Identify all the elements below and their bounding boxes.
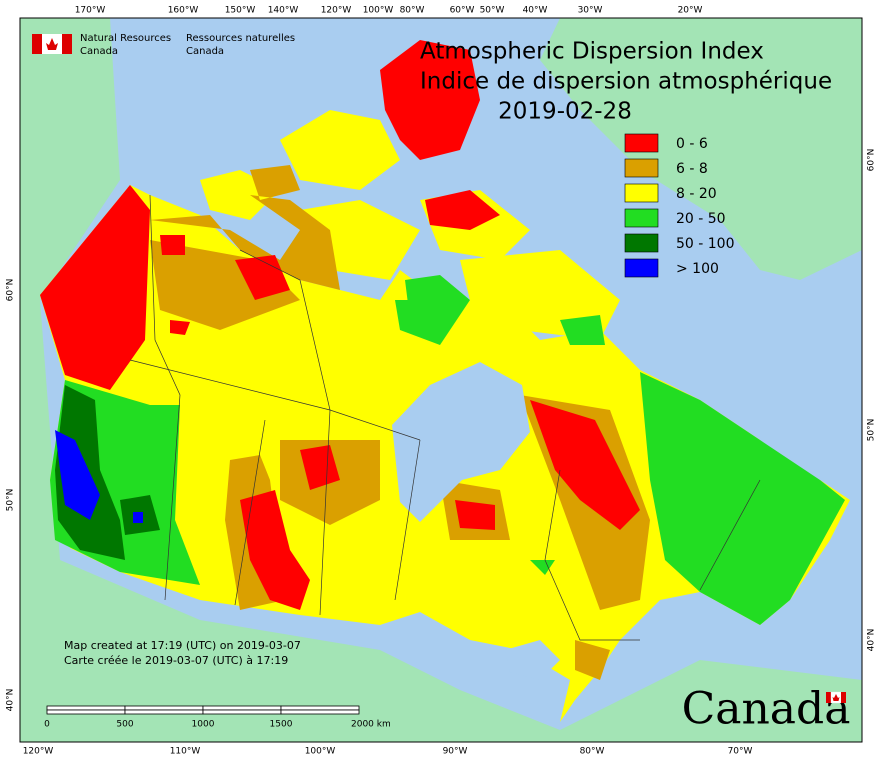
legend-swatch xyxy=(624,183,659,203)
scale-bar-segment xyxy=(124,709,204,715)
graticule-label: 50°W xyxy=(480,6,505,16)
graticule-label: 60°N xyxy=(867,149,877,172)
legend-swatch xyxy=(624,258,659,278)
graticule-label: 100°W xyxy=(305,747,336,757)
border-prairies xyxy=(234,249,331,616)
graticule-label: 40°N xyxy=(6,689,16,712)
graticule-label: 160°W xyxy=(168,6,199,16)
green-areas xyxy=(50,275,845,625)
scale-bar-segment xyxy=(124,705,204,711)
org-fr: Canada xyxy=(186,46,224,57)
legend-label: 50 - 100 xyxy=(676,236,735,252)
coast-blue xyxy=(55,430,143,523)
scale-bar-label: 1500 xyxy=(270,720,293,730)
org-en: Natural Resources xyxy=(80,33,171,44)
legend-swatch xyxy=(624,233,659,253)
land-outside xyxy=(20,18,862,742)
scale-bar-segment xyxy=(46,705,126,711)
legend-label: > 100 xyxy=(676,261,719,277)
title-en: Atmospheric Dispersion Index xyxy=(420,39,764,65)
greenland xyxy=(540,18,862,280)
legend-label: 8 - 20 xyxy=(676,186,717,202)
border-east xyxy=(394,439,761,641)
graticule-label: 60°N xyxy=(6,279,16,302)
legend-swatch xyxy=(624,208,659,228)
graticule-label: 50°N xyxy=(867,419,877,442)
footnote: Carte créée le 2019-03-07 (UTC) à 17:19 xyxy=(64,654,288,667)
great-lakes xyxy=(505,640,560,680)
graticule-label: 170°W xyxy=(75,6,106,16)
border-bc-ab xyxy=(149,194,181,601)
scale-bar-segment xyxy=(46,709,126,715)
title-fr: Indice de dispersion atmosphérique xyxy=(420,69,832,95)
graticule-label: 110°W xyxy=(170,747,201,757)
graticule-label: 50°N xyxy=(6,489,16,512)
index-layers xyxy=(40,40,850,722)
scale-bar-segment xyxy=(202,709,282,715)
nwt-orange xyxy=(150,165,340,330)
scale-bar-segment xyxy=(280,709,360,715)
red-areas xyxy=(160,235,640,610)
graticule-label: 60°W xyxy=(450,6,475,16)
footnote: Map created at 17:19 (UTC) on 2019-03-07 xyxy=(64,639,301,652)
graticule-label: 120°W xyxy=(23,747,54,757)
legend-label: 20 - 50 xyxy=(676,211,726,227)
graticule-label: 20°W xyxy=(678,6,703,16)
map-frame xyxy=(19,17,863,743)
graticule-label: 140°W xyxy=(268,6,299,16)
graticule-label: 150°W xyxy=(225,6,256,16)
graticule-label: 40°N xyxy=(867,629,877,652)
graticule-label: 120°W xyxy=(321,6,352,16)
graticule-label: 100°W xyxy=(363,6,394,16)
wordmark-flag xyxy=(826,691,846,704)
legend-label: 6 - 8 xyxy=(676,161,708,177)
org-fr: Ressources naturelles xyxy=(186,33,295,44)
scale-bar-segment xyxy=(202,705,282,711)
scale-bar-label: 500 xyxy=(116,720,133,730)
org-en: Canada xyxy=(80,46,118,57)
green-hudson-islands xyxy=(395,300,450,345)
scale-bar-segment xyxy=(280,705,360,711)
graticule-label: 80°W xyxy=(580,747,605,757)
graticule-label: 80°W xyxy=(400,6,425,16)
hudson-bay xyxy=(392,362,530,522)
graticule-label: 90°W xyxy=(443,747,468,757)
legend-swatch xyxy=(624,158,659,178)
legend-swatch xyxy=(624,133,659,153)
ellesmere-red xyxy=(380,40,500,230)
scale-bar-label: 2000 km xyxy=(351,720,391,730)
yukon-red xyxy=(40,185,290,390)
graticule-label: 70°W xyxy=(728,747,753,757)
scale-bar-label: 0 xyxy=(44,720,50,730)
arctic-islands xyxy=(200,110,620,340)
map-date: 2019-02-28 xyxy=(498,99,632,125)
canada-wordmark: Canada xyxy=(682,684,851,735)
scale-bar-label: 1000 xyxy=(192,720,215,730)
graticule-label: 40°W xyxy=(523,6,548,16)
legend-label: 0 - 6 xyxy=(676,136,708,152)
graticule-label: 30°W xyxy=(578,6,603,16)
nrcan-flag xyxy=(32,34,72,54)
